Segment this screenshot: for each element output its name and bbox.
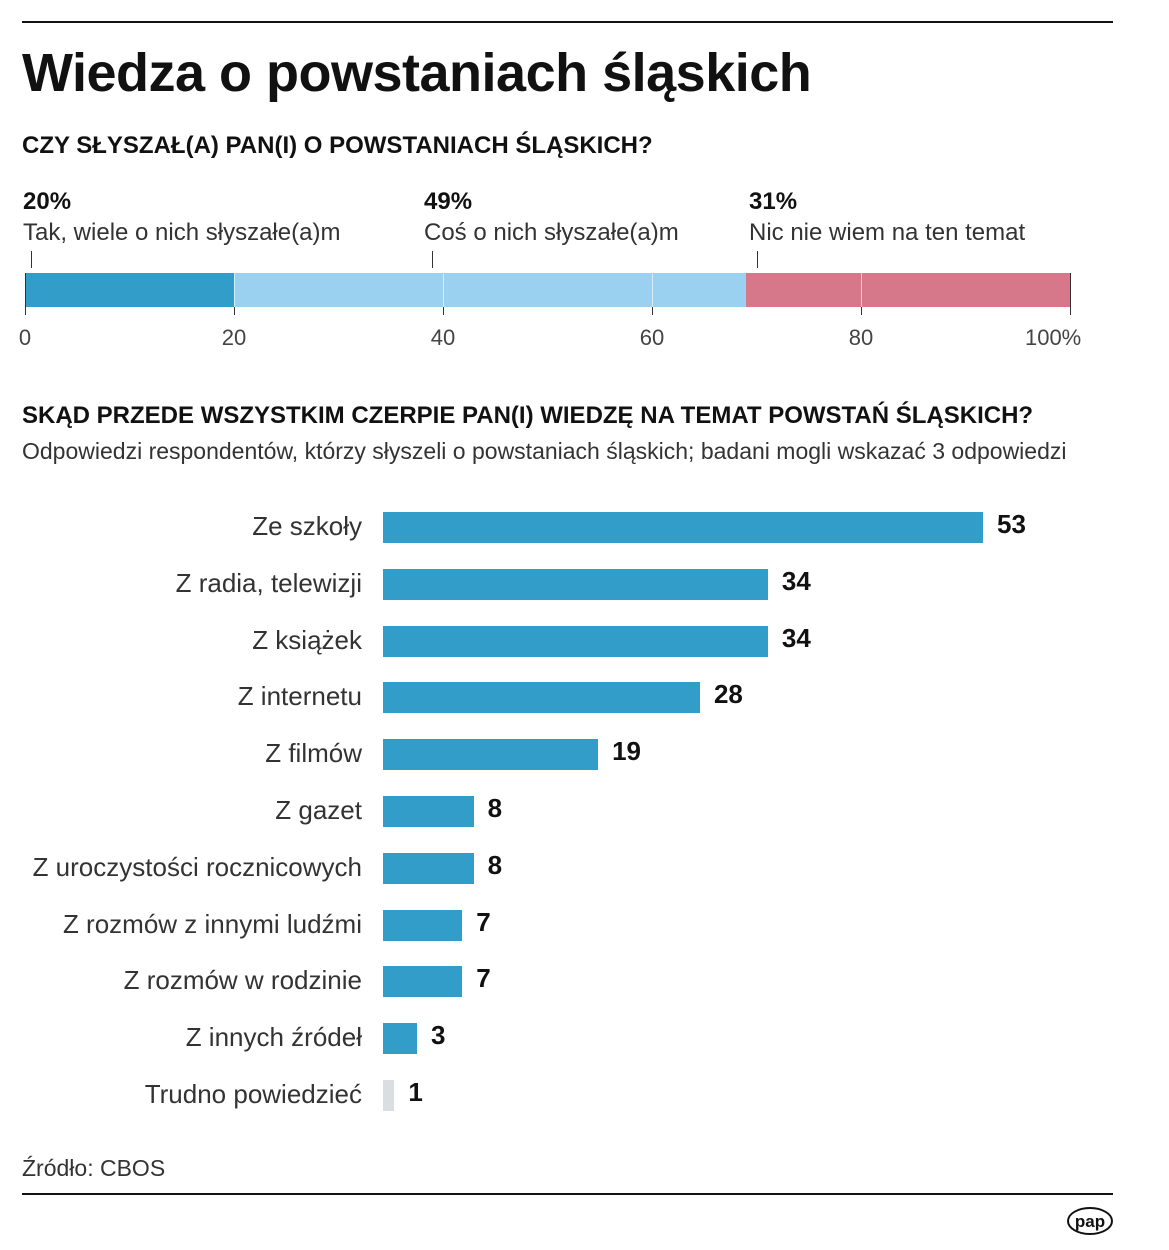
category-label: Z uroczystości rocznicowych — [32, 851, 362, 882]
leader-line — [31, 251, 32, 268]
gridline — [652, 273, 653, 307]
bar — [383, 796, 474, 827]
tick-label: 0 — [18, 325, 32, 350]
data-label: 34 — [781, 565, 811, 596]
bar — [383, 568, 768, 600]
category-label: Z gazet — [275, 795, 362, 825]
stacked-segment — [25, 273, 234, 307]
leader-line — [757, 251, 758, 268]
bar — [383, 739, 599, 771]
data-label: 53 — [997, 509, 1026, 539]
bar — [383, 625, 768, 657]
page-title: Wiedza o powstaniach śląskich — [22, 43, 812, 103]
tick-mark — [234, 307, 235, 315]
category-label: Ze szkoły — [252, 511, 362, 541]
source: Źródło: CBOS — [22, 1155, 166, 1181]
data-label: 28 — [713, 679, 743, 710]
data-label: 19 — [612, 736, 642, 767]
pap-logo: pap — [1067, 1207, 1113, 1235]
svg-text:pap: pap — [1075, 1212, 1105, 1231]
bar — [383, 682, 700, 714]
segment-label: Tak, wiele o nich słyszałe(a)m — [23, 219, 341, 246]
data-label: 8 — [487, 793, 503, 823]
chart2-title: SKĄD PRZEDE WSZYSTKIM CZERPIE PAN(I) WIE… — [22, 402, 1034, 429]
tick-label: 20 — [221, 325, 247, 350]
segment-label: Nic nie wiem na ten temat — [749, 219, 1026, 246]
data-label: 7 — [476, 963, 491, 994]
segment-label: Coś o nich słyszałe(a)m — [424, 219, 679, 246]
leader-line — [432, 251, 433, 268]
stacked-segment — [746, 273, 1070, 307]
tick-mark — [652, 307, 653, 315]
chart2-subtitle: Odpowiedzi respondentów, którzy słyszeli… — [22, 438, 1067, 464]
segment-percent: 49% — [424, 188, 473, 215]
bar — [383, 1023, 417, 1055]
bar — [383, 852, 474, 884]
category-label: Z filmów — [265, 738, 362, 769]
tick-label: 80 — [848, 325, 874, 350]
category-label: Z innych źródeł — [185, 1022, 362, 1053]
data-label: 8 — [487, 849, 503, 880]
bar — [383, 512, 983, 543]
data-label: 3 — [430, 1020, 446, 1051]
tick-label: 60 — [639, 325, 665, 350]
tick-mark — [1070, 307, 1071, 315]
data-label: 7 — [476, 906, 491, 937]
gridline — [443, 273, 444, 307]
stacked-segment — [234, 273, 747, 307]
gridline — [234, 273, 235, 307]
bar — [383, 966, 463, 998]
tick-mark — [861, 307, 862, 315]
segment-percent: 31% — [749, 188, 798, 215]
data-label: 1 — [408, 1077, 423, 1107]
gridline — [25, 273, 26, 315]
data-label: 34 — [781, 622, 811, 653]
category-label: Trudno powiedzieć — [144, 1079, 362, 1109]
top-rule — [22, 21, 1113, 23]
gridline — [861, 273, 862, 307]
gridline — [1070, 273, 1071, 315]
category-label: Z radia, telewizji — [175, 567, 362, 598]
category-label: Z internetu — [237, 681, 362, 712]
tick-label: 100% — [1024, 325, 1082, 350]
bar — [383, 909, 463, 941]
segment-percent: 20% — [23, 188, 72, 215]
bar — [383, 1080, 395, 1111]
tick-label: 40 — [430, 325, 456, 350]
tick-mark — [443, 307, 444, 315]
category-label: Z rozmów w rodzinie — [123, 965, 362, 996]
bottom-rule — [22, 1193, 1113, 1195]
chart1-title: CZY SŁYSZAŁ(A) PAN(I) O POWSTANIACH ŚLĄS… — [22, 132, 653, 159]
tick-mark — [25, 307, 26, 315]
category-label: Z książek — [252, 624, 362, 655]
category-label: Z rozmów z innymi ludźmi — [62, 908, 362, 939]
